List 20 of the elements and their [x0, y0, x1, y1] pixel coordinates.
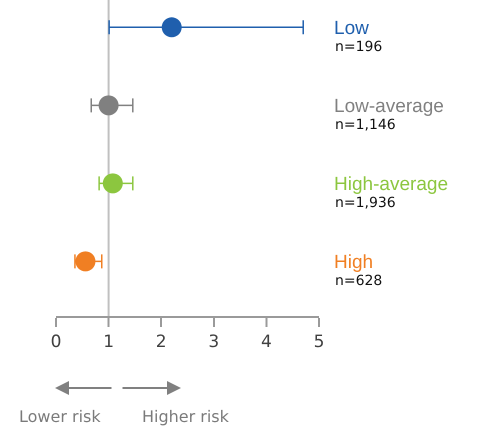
- x-tick-label: 3: [208, 332, 220, 352]
- y-tick-label: High: [334, 252, 374, 274]
- text: n=1,146: [335, 117, 396, 133]
- x-tick-label: 5: [314, 332, 324, 352]
- text: Lower risk: [19, 407, 102, 426]
- x-tick-label: 0: [50, 332, 62, 352]
- x-tick-label: 2: [156, 332, 167, 352]
- text: n=1,936: [335, 195, 396, 211]
- x-tick-label: 1: [103, 332, 114, 352]
- y-tick-label: Low: [334, 18, 370, 39]
- y-tick-label: High-average: [334, 174, 448, 196]
- text: n=628: [335, 273, 382, 289]
- text: n=196: [335, 39, 382, 55]
- x-tick-label: 4: [260, 332, 272, 352]
- text: Higher risk: [142, 407, 230, 426]
- point: [75, 251, 96, 272]
- y-tick-label: Low-average: [334, 96, 444, 117]
- point: [98, 95, 119, 116]
- point: [162, 17, 182, 38]
- point: [102, 173, 123, 194]
